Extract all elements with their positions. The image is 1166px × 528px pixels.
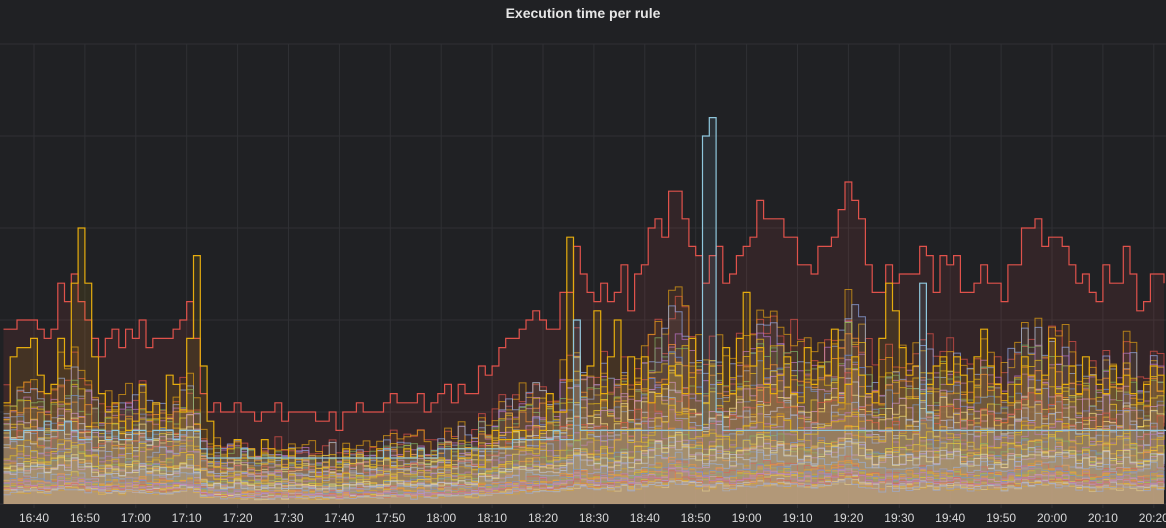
series-fill (3, 475, 1164, 504)
x-tick-label: 19:50 (986, 511, 1016, 525)
x-tick-label: 20:10 (1088, 511, 1118, 525)
x-tick-label: 18:20 (528, 511, 558, 525)
x-tick-label: 18:10 (477, 511, 507, 525)
series-fill (3, 228, 1164, 504)
x-tick-label: 19:20 (833, 511, 863, 525)
series-line[interactable] (3, 425, 1165, 488)
series-fill (3, 304, 1164, 504)
series-fill (3, 370, 1164, 504)
series-line[interactable] (3, 466, 1165, 499)
series-fill (3, 409, 1164, 504)
panel-title[interactable]: Execution time per rule (505, 5, 661, 21)
series-line[interactable] (3, 227, 1165, 477)
x-tick-label: 18:50 (681, 511, 711, 525)
x-tick-label: 19:30 (884, 511, 914, 525)
series-fill (3, 333, 1164, 504)
series-fill (3, 432, 1164, 504)
series-line[interactable] (3, 404, 1165, 485)
series-fill (3, 182, 1164, 504)
x-tick-label: 19:00 (732, 511, 762, 525)
x-tick-label: 17:20 (223, 511, 253, 525)
x-tick-label: 18:00 (426, 511, 456, 525)
series-fill (3, 322, 1164, 504)
x-tick-label: 20:20 (1139, 511, 1166, 525)
series-fill (3, 286, 1164, 504)
series-line[interactable] (3, 359, 1165, 475)
x-tick-label: 19:40 (935, 511, 965, 525)
series-fill (3, 470, 1164, 504)
series-fill (3, 117, 1166, 504)
x-tick-label: 17:50 (375, 511, 405, 525)
series-line[interactable] (3, 117, 1166, 459)
x-tick-label: 19:10 (782, 511, 812, 525)
x-tick-label: 17:00 (121, 511, 151, 525)
x-tick-label: 20:00 (1037, 511, 1067, 525)
x-tick-label: 17:30 (273, 511, 303, 525)
x-tick-label: 18:40 (630, 511, 660, 525)
x-tick-label: 18:30 (579, 511, 609, 525)
series-fill (3, 459, 1164, 504)
series-line[interactable] (3, 409, 1165, 486)
series-group (3, 117, 1166, 504)
series-fill (3, 364, 1164, 504)
x-tick-label: 16:50 (70, 511, 100, 525)
x-tick-label: 17:10 (172, 511, 202, 525)
x-tick-label: 16:40 (19, 511, 49, 525)
series-fill (3, 467, 1164, 504)
series-fill (3, 457, 1164, 504)
series-line[interactable] (3, 437, 1165, 492)
x-tick-label: 17:40 (324, 511, 354, 525)
